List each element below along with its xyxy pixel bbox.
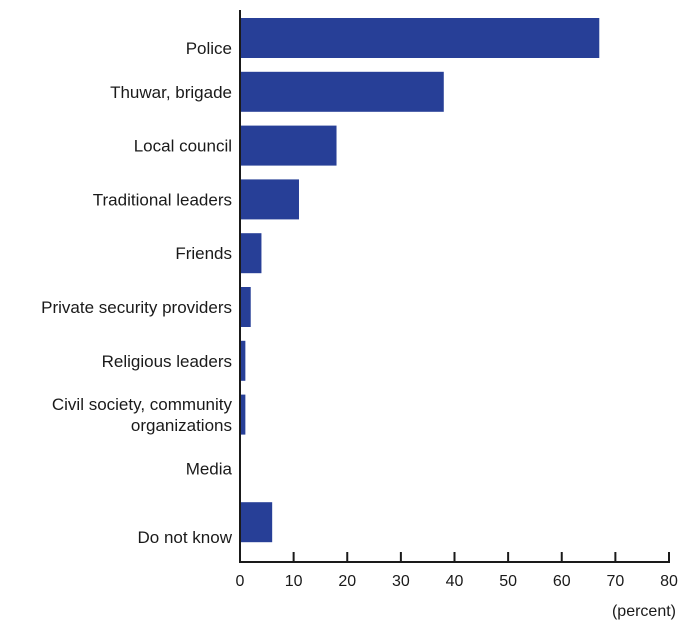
x-tick-label-3: 30 [392,573,410,590]
category-label-7: Civil society, community organizations [52,395,233,435]
x-tick-label-5: 50 [499,573,517,590]
x-axis-title: (percent) [612,603,676,620]
x-tick-label-2: 20 [338,573,356,590]
category-label-8: Media [186,459,233,478]
category-label-9: Do not know [138,528,233,547]
x-tick-label-7: 70 [606,573,624,590]
x-tick-label-4: 40 [446,573,464,590]
bar-5 [240,287,251,327]
category-label-2: Local council [134,137,232,156]
bar-7 [240,394,246,435]
x-axis-ticks: 0 10 20 30 40 50 60 70 80 [236,552,678,590]
category-label-0: Police [186,39,232,58]
bar-4 [240,233,262,274]
bar-9 [240,502,273,543]
bars-group [240,18,600,543]
category-label-5: Private security providers [41,298,232,317]
category-label-4: Friends [175,244,232,263]
bar-2 [240,125,337,166]
category-label-1: Thuwar, brigade [110,83,232,102]
bar-0 [240,18,600,58]
category-label-3: Traditional leaders [93,190,232,209]
x-tick-label-8: 80 [660,573,678,590]
bar-3 [240,179,299,220]
x-tick-label-6: 60 [553,573,571,590]
category-label-6: Religious leaders [102,352,232,371]
category-labels: Police Thuwar, brigade Local council Tradit… [41,39,233,547]
x-tick-label-1: 10 [285,573,303,590]
bar-1 [240,71,444,112]
x-tick-label-0: 0 [236,573,245,590]
bar-6 [240,340,246,381]
